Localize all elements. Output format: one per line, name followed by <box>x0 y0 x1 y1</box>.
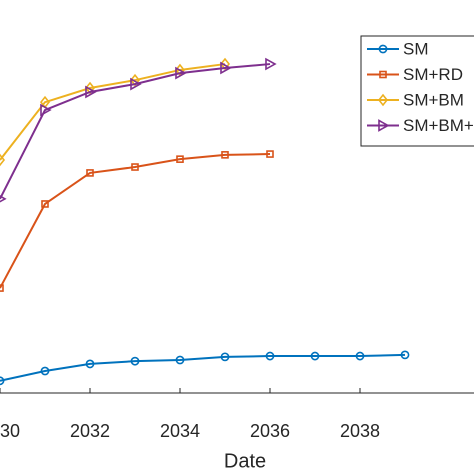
marker <box>40 366 50 376</box>
marker <box>0 376 5 386</box>
legend-label: SM+BM <box>403 90 464 109</box>
x-axis-label: Date <box>224 450 266 472</box>
marker <box>377 93 389 107</box>
marker <box>129 73 141 87</box>
marker <box>175 66 187 80</box>
marker <box>0 284 4 292</box>
marker <box>176 155 184 163</box>
marker <box>0 153 6 167</box>
marker <box>378 44 388 54</box>
marker <box>400 350 410 360</box>
series-line <box>0 63 271 200</box>
marker <box>131 163 139 171</box>
x-tick-label: 2032 <box>70 421 110 441</box>
marker <box>220 352 230 362</box>
marker <box>219 57 231 71</box>
marker <box>220 61 232 75</box>
x-tick-label: 2030 <box>0 421 20 441</box>
x-tick-label: 2038 <box>340 421 380 441</box>
marker <box>378 119 390 132</box>
legend-label: SM+BM+ <box>403 116 474 135</box>
marker <box>130 77 142 91</box>
marker <box>221 151 229 159</box>
marker <box>130 356 140 366</box>
marker <box>265 351 275 361</box>
marker <box>86 169 94 177</box>
marker <box>310 351 320 361</box>
marker <box>266 150 274 158</box>
legend-label: SM <box>403 39 429 58</box>
legend-label: SM+RD <box>403 65 463 84</box>
marker <box>0 195 7 203</box>
marker <box>85 359 95 369</box>
marker <box>175 355 185 365</box>
marker <box>379 70 387 79</box>
marker <box>355 351 365 361</box>
marker <box>40 103 52 117</box>
legend-box <box>360 35 474 147</box>
series-line <box>0 63 226 161</box>
marker <box>265 57 277 71</box>
x-tick-label: 2036 <box>250 421 290 441</box>
series-line <box>0 153 271 289</box>
marker <box>41 200 49 208</box>
series-line <box>0 353 406 382</box>
x-tick-label: 2034 <box>160 421 200 441</box>
marker <box>85 85 97 99</box>
